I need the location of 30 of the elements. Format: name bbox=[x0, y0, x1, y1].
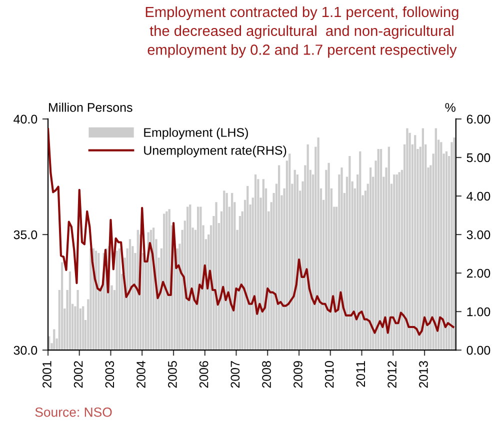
legend-label: Unemployment rate(RHS) bbox=[144, 146, 286, 158]
y-axis-title: Million Persons bbox=[49, 102, 132, 112]
x-tick-label: 2001 bbox=[42, 361, 52, 388]
x-tick-label: 2004 bbox=[136, 360, 146, 388]
x-tick-label: 2003 bbox=[105, 361, 114, 388]
x-tick-label: 2008 bbox=[262, 361, 271, 388]
x-tick-label: 2002 bbox=[74, 361, 83, 388]
y2-tick-label: 0.00 bbox=[466, 346, 490, 355]
y2-axis-title: % bbox=[445, 103, 456, 112]
x-tick-label: 2013 bbox=[419, 361, 428, 388]
y-tick-label: 30.0 bbox=[14, 346, 38, 355]
x-tick-label: 2006 bbox=[199, 361, 208, 388]
y2-tick-label: 4.00 bbox=[466, 192, 490, 201]
x-tick-label: 2005 bbox=[168, 361, 177, 388]
y-tick-label: 40.0 bbox=[14, 114, 38, 124]
y-tick-label: 35.0 bbox=[14, 230, 38, 240]
y2-tick-label: 6.00 bbox=[466, 114, 490, 124]
source-note: Source: NSO bbox=[35, 407, 112, 417]
x-tick-label: 2011 bbox=[356, 361, 366, 387]
x-tick-label: 2010 bbox=[324, 361, 334, 388]
x-tick-label: 2007 bbox=[230, 361, 240, 388]
y2-tick-label: 2.00 bbox=[466, 268, 490, 278]
line-series bbox=[48, 128, 454, 336]
y2-tick-label: 1.00 bbox=[467, 307, 490, 316]
y2-tick-label: 3.00 bbox=[466, 230, 490, 240]
x-tick-label: 2012 bbox=[388, 361, 396, 388]
legend-label: Employment (LHS) bbox=[144, 128, 248, 140]
x-tick-label: 2009 bbox=[294, 361, 302, 388]
chart-title: Employment contracted by 1.1 percent, following the decreased agricultural and non-agricultural employment by 0.2 and 1.7 percent respectively bbox=[146, 6, 458, 58]
y2-tick-label: 5.00 bbox=[466, 153, 490, 162]
